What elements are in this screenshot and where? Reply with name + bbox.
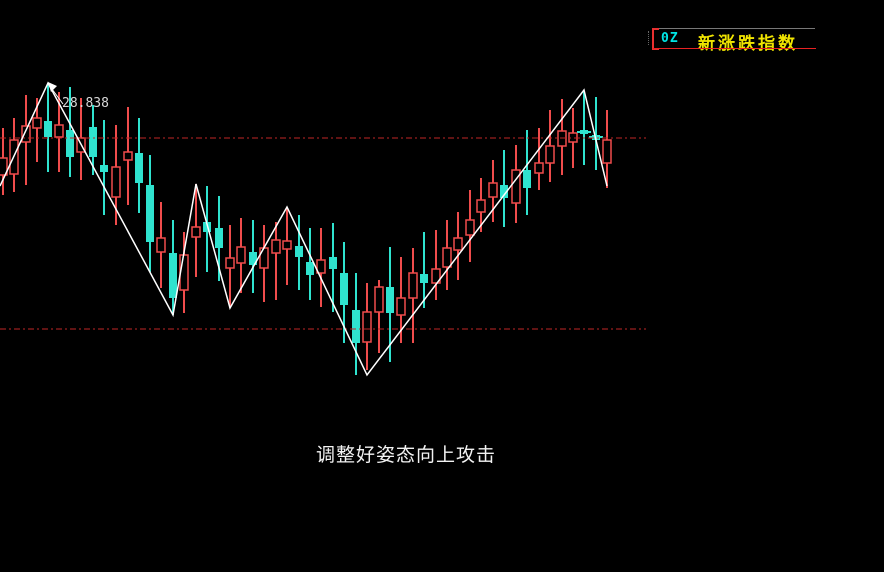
candle-body-down <box>169 253 177 298</box>
candle-body-up <box>476 199 486 213</box>
candle-body-up <box>534 162 544 174</box>
candle-body-down <box>306 262 314 275</box>
candle-body-down <box>420 274 428 283</box>
candle-body-up <box>396 297 406 316</box>
candle-body-down <box>329 257 337 269</box>
zigzag-line <box>0 81 608 377</box>
candle-body-up <box>111 166 121 198</box>
candle-body-up <box>21 125 31 143</box>
candle-body-down <box>135 153 143 183</box>
peak-arrowhead-icon <box>48 82 57 92</box>
candle-body-up <box>545 145 555 164</box>
candle-body-up <box>362 311 372 343</box>
candle-body-down <box>203 222 211 232</box>
candle-body-up <box>191 226 201 238</box>
candle-body-up <box>225 257 235 269</box>
candle-body-down <box>44 121 52 137</box>
candle-body-down <box>500 185 508 198</box>
peak-value-label: 28.838 <box>62 96 109 111</box>
candle-body-up <box>511 169 521 204</box>
candle-body-down <box>249 252 257 265</box>
candle-body-up <box>259 247 269 269</box>
candle-body-up <box>0 157 8 176</box>
candle-body-down <box>66 130 74 157</box>
candle-body-up <box>32 117 42 129</box>
indicator-header[interactable]: 0Z 新涨跌指数 <box>648 24 828 54</box>
red-bracket-icon <box>652 28 659 50</box>
candle-body-up <box>602 139 612 164</box>
header-top-rule <box>656 28 815 29</box>
indicator-id: 0Z <box>661 31 679 46</box>
candle-body-up <box>316 259 326 274</box>
candle-body-down <box>386 287 394 313</box>
candle-body-up <box>431 268 441 284</box>
candle-body-down <box>100 165 108 172</box>
candle-body-up <box>123 151 133 161</box>
candle-body-up <box>408 272 418 299</box>
candle-body-up <box>453 237 463 251</box>
header-underline <box>653 48 816 49</box>
candle-body-up <box>465 219 475 236</box>
candle-body-down <box>146 185 154 242</box>
candle-body-up <box>271 239 281 254</box>
caption-text: 调整好姿态向上攻击 <box>316 445 497 466</box>
candle-body-up <box>156 237 166 253</box>
candle-body-up <box>488 182 498 198</box>
candle-body-up <box>236 246 246 264</box>
candle-body-down <box>340 273 348 305</box>
indicator-name: 新涨跌指数 <box>698 34 798 54</box>
candle-body-up <box>442 247 452 268</box>
candle-body-down <box>89 127 97 157</box>
candle-body-down <box>295 246 303 257</box>
header-dotted-edge <box>648 31 649 45</box>
candle-body-up <box>282 240 292 250</box>
candle-body-up <box>54 124 64 138</box>
candle-body-up <box>374 286 384 313</box>
candle-body-down <box>215 228 223 248</box>
candle-body-down <box>352 310 360 343</box>
candle-body-down <box>523 170 531 188</box>
